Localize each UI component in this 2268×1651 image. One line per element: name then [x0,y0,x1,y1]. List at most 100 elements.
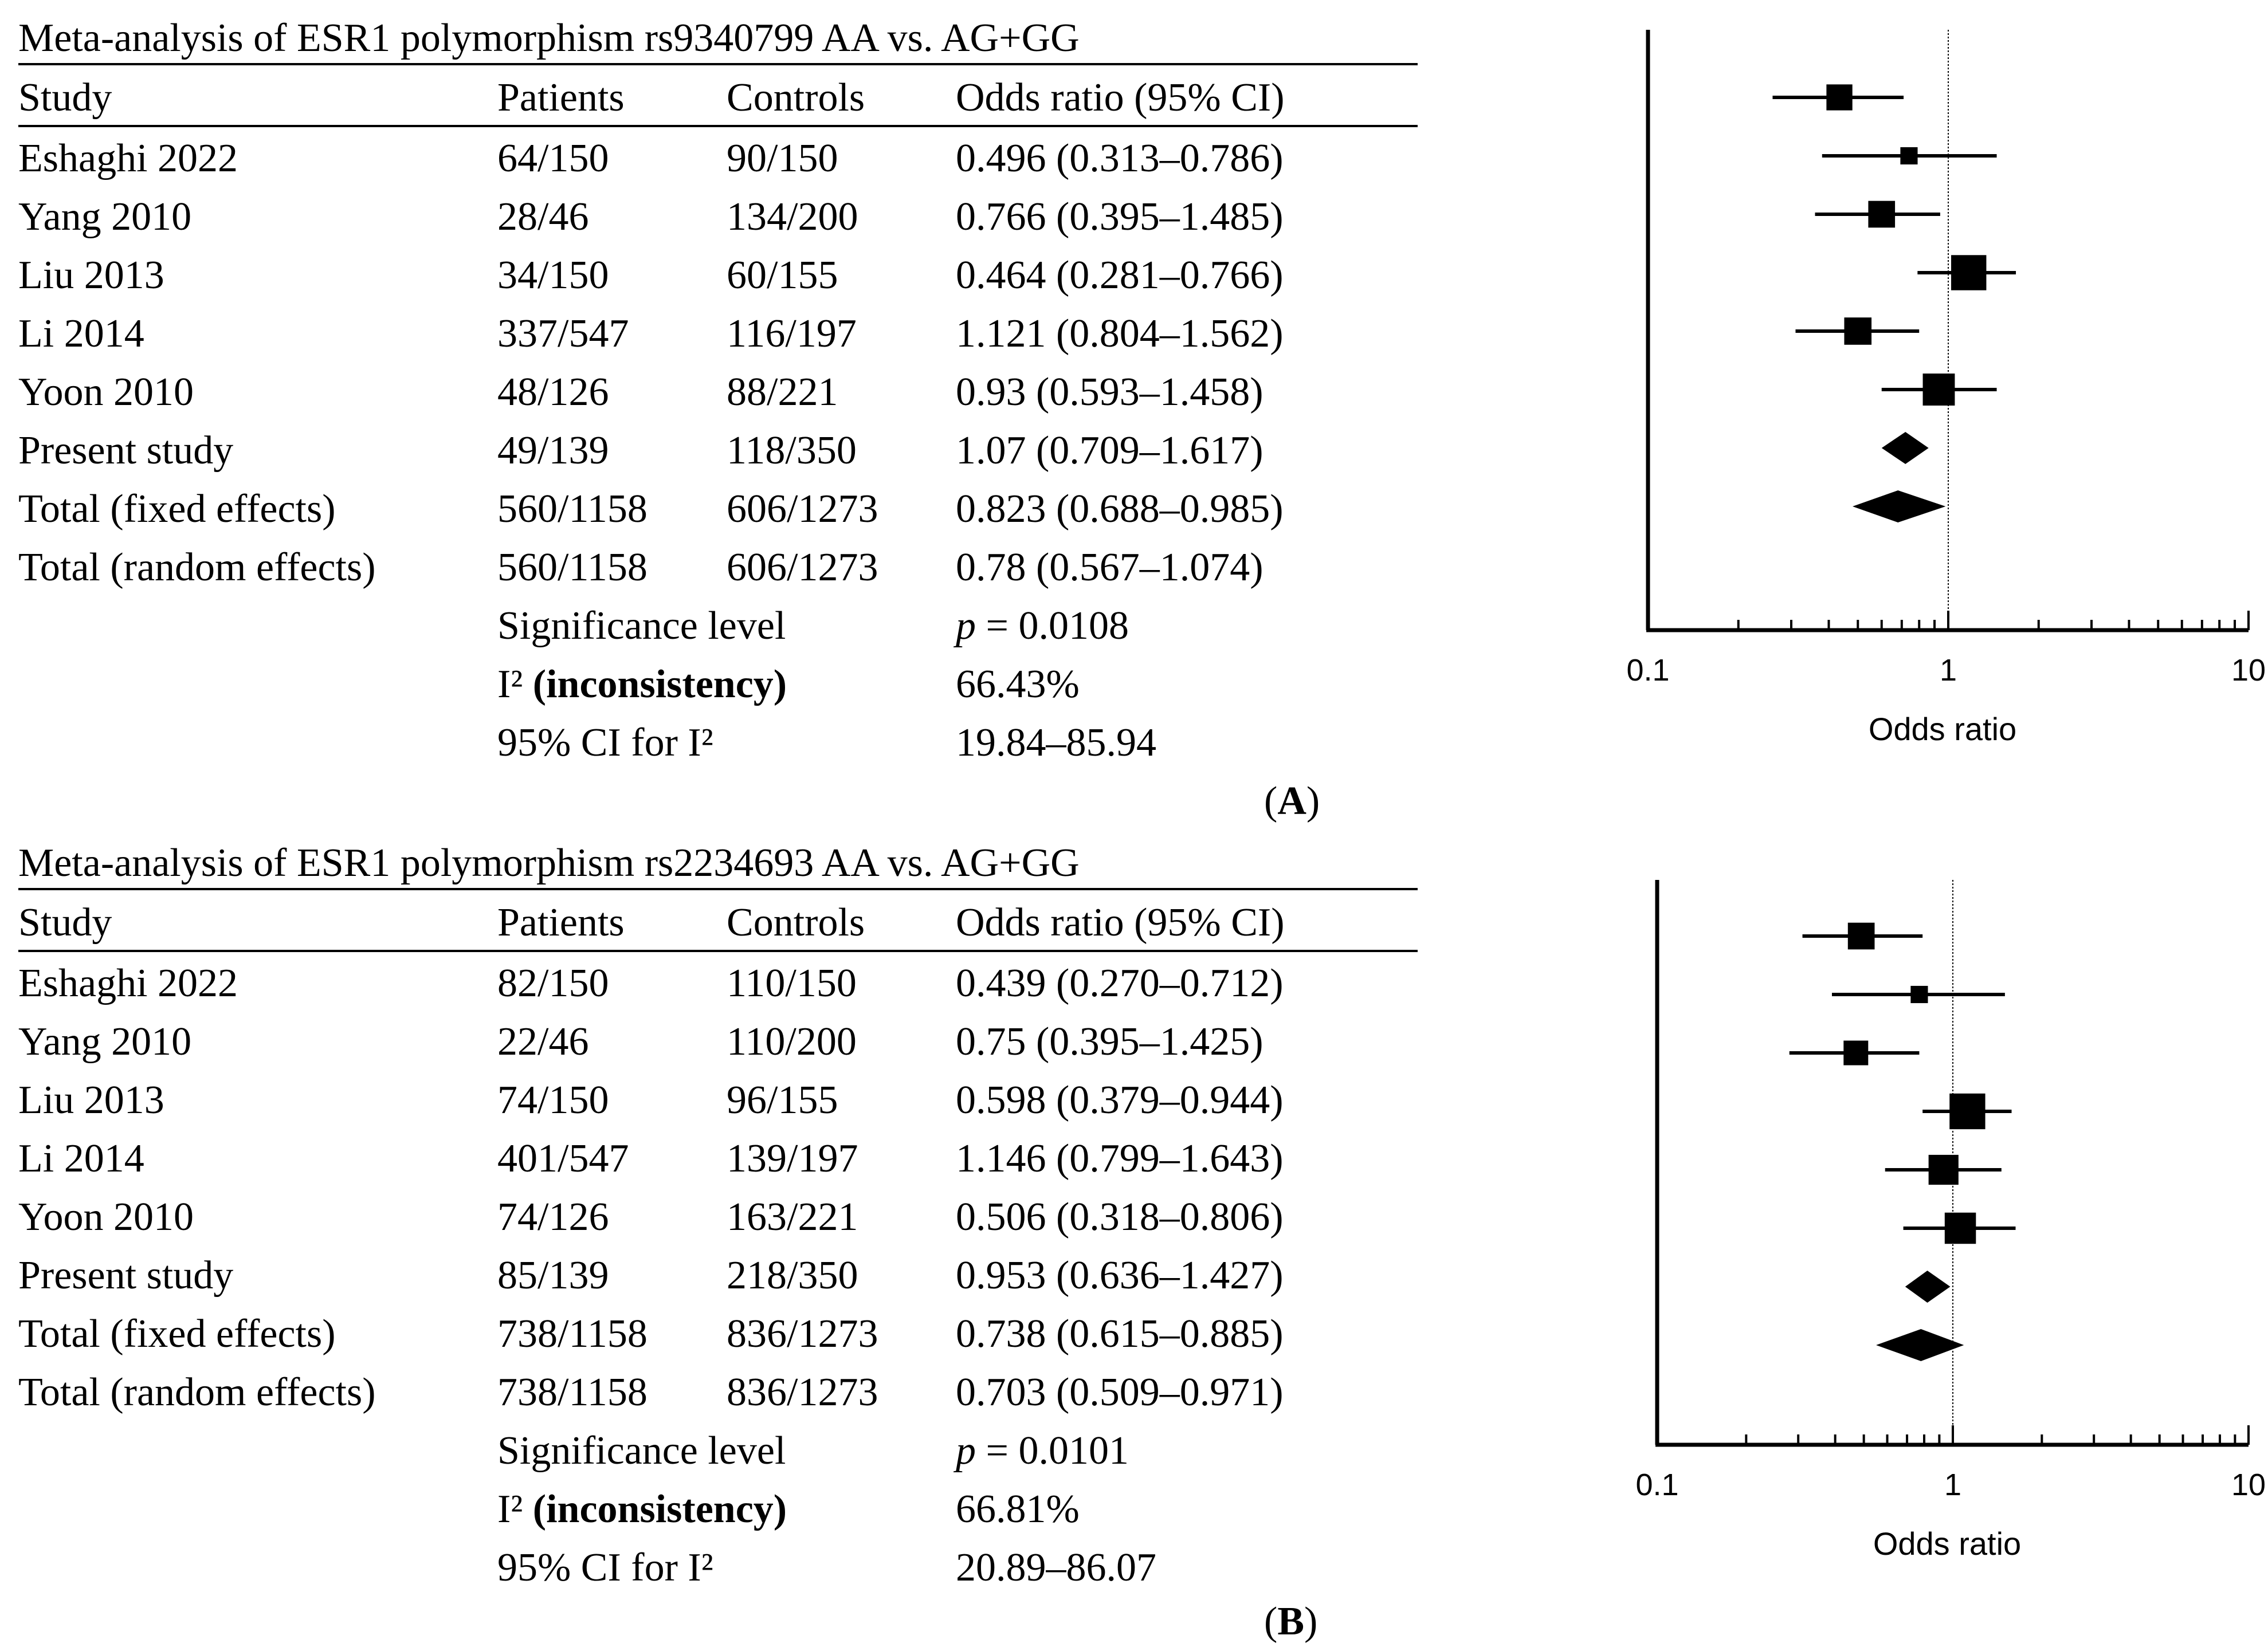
patients-count: 74/150 [497,1078,609,1122]
controls-count: 606/1273 [727,487,878,531]
header-odds-ratio: Odds ratio (95% CI) [956,901,1285,945]
i2-symbol: I² [497,662,523,706]
i2-ci-label: 95% CI for I² [497,721,713,765]
odds-ratio-ci: 0.766 (0.395–1.485) [956,195,1284,239]
controls-count: 110/200 [727,1020,857,1064]
controls-count: 118/350 [727,429,857,473]
axis-tick-label: 1 [1944,1468,1961,1502]
study-name: Eshaghi 2022 [18,136,238,180]
study-marker [1928,1154,1959,1185]
patients-count: 738/1158 [497,1370,648,1414]
p-value-text: = 0.0108 [976,604,1129,648]
significance-label: Significance level [497,1429,786,1473]
significance-label: Significance level [497,604,786,648]
p-symbol: p [956,604,976,648]
study-name: Yang 2010 [18,195,192,239]
p-symbol: p [956,1429,976,1473]
patients-count: 85/139 [497,1253,609,1298]
label-open: ( [1264,1599,1278,1644]
i2-value: 66.43% [956,662,1080,706]
controls-count: 116/197 [727,312,857,356]
label-letter: A [1277,779,1306,823]
patients-count: 337/547 [497,312,629,356]
study-name: Total (fixed effects) [18,487,336,531]
controls-count: 606/1273 [727,545,878,589]
i2-ci-value: 19.84–85.94 [956,721,1156,765]
header-patients: Patients [497,901,625,945]
pooled-diamond [1881,432,1929,464]
patients-count: 401/547 [497,1137,629,1181]
study-name: Eshaghi 2022 [18,961,238,1005]
study-marker [1900,147,1918,165]
patients-count: 82/150 [497,961,609,1005]
i2-value: 66.81% [956,1487,1080,1531]
panel-b: Meta-analysis of ESR1 polymorphism rs223… [0,825,2268,1645]
patients-count: 560/1158 [497,545,648,589]
panel-a: Meta-analysis of ESR1 polymorphism rs934… [0,0,2268,825]
table-header-rule [18,125,1418,127]
header-odds-ratio: Odds ratio (95% CI) [956,76,1285,120]
study-marker [1944,1212,1976,1244]
i2-symbol: I² [497,1487,523,1531]
odds-ratio-ci: 0.75 (0.395–1.425) [956,1020,1264,1064]
x-axis-label: Odds ratio [1869,711,2016,747]
axis-tick-label: 10 [2231,653,2266,687]
header-study: Study [18,76,112,120]
patients-count: 34/150 [497,253,609,297]
odds-ratio-ci: 0.439 (0.270–0.712) [956,961,1284,1005]
study-marker [1922,374,1955,406]
axis-tick-label: 1 [1940,653,1957,687]
controls-count: 218/350 [727,1253,858,1298]
study-name: Present study [18,1253,234,1298]
controls-count: 139/197 [727,1137,858,1181]
inconsistency-word: (inconsistency) [523,662,787,706]
inconsistency-word: (inconsistency) [523,1487,787,1531]
table-top-rule [18,63,1418,65]
pooled-diamond [1905,1271,1951,1303]
panel-label-a: (A) [1264,772,1320,831]
table-title: Meta-analysis of ESR1 polymorphism rs934… [18,16,1080,60]
axis-tick-label: 10 [2231,1468,2266,1502]
patients-count: 28/46 [497,195,589,239]
i2-ci-value: 20.89–86.07 [956,1546,1156,1590]
study-name: Yang 2010 [18,1020,192,1064]
patients-count: 738/1158 [497,1312,648,1356]
odds-ratio-ci: 0.738 (0.615–0.885) [956,1312,1284,1356]
odds-ratio-ci: 0.823 (0.688–0.985) [956,487,1284,531]
label-open: ( [1264,779,1278,823]
controls-count: 88/221 [727,370,838,414]
controls-count: 163/221 [727,1195,858,1239]
study-marker [1949,1093,1986,1130]
study-name: Liu 2013 [18,1078,164,1122]
odds-ratio-ci: 0.953 (0.636–1.427) [956,1253,1284,1298]
table-title: Meta-analysis of ESR1 polymorphism rs223… [18,841,1080,885]
study-marker [1868,201,1896,228]
study-name: Yoon 2010 [18,370,194,414]
odds-ratio-ci: 0.93 (0.593–1.458) [956,370,1264,414]
patients-count: 22/46 [497,1020,589,1064]
patients-count: 64/150 [497,136,609,180]
table-top-rule [18,888,1418,890]
study-name: Liu 2013 [18,253,164,297]
axis-tick-label: 0.1 [1635,1468,1678,1502]
odds-ratio-ci: 1.121 (0.804–1.562) [956,312,1284,356]
study-name: Li 2014 [18,1137,144,1181]
odds-ratio-ci: 1.07 (0.709–1.617) [956,429,1264,473]
p-value: p = 0.0101 [956,1422,1129,1480]
odds-ratio-ci: 0.598 (0.379–0.944) [956,1078,1284,1122]
study-marker [1826,84,1853,111]
pooled-diamond [1852,490,1946,522]
study-marker [1951,255,1987,290]
controls-count: 836/1273 [727,1312,878,1356]
p-value: p = 0.0108 [956,597,1129,655]
patients-count: 560/1158 [497,487,648,531]
patients-count: 74/126 [497,1195,609,1239]
table-header-rule [18,950,1418,952]
odds-ratio-ci: 0.464 (0.281–0.766) [956,253,1284,297]
pooled-diamond [1876,1329,1964,1361]
patients-count: 48/126 [497,370,609,414]
i2-ci-label: 95% CI for I² [497,1546,713,1590]
odds-ratio-ci: 0.506 (0.318–0.806) [956,1195,1284,1239]
study-name: Total (fixed effects) [18,1312,336,1356]
study-marker [1847,922,1875,950]
